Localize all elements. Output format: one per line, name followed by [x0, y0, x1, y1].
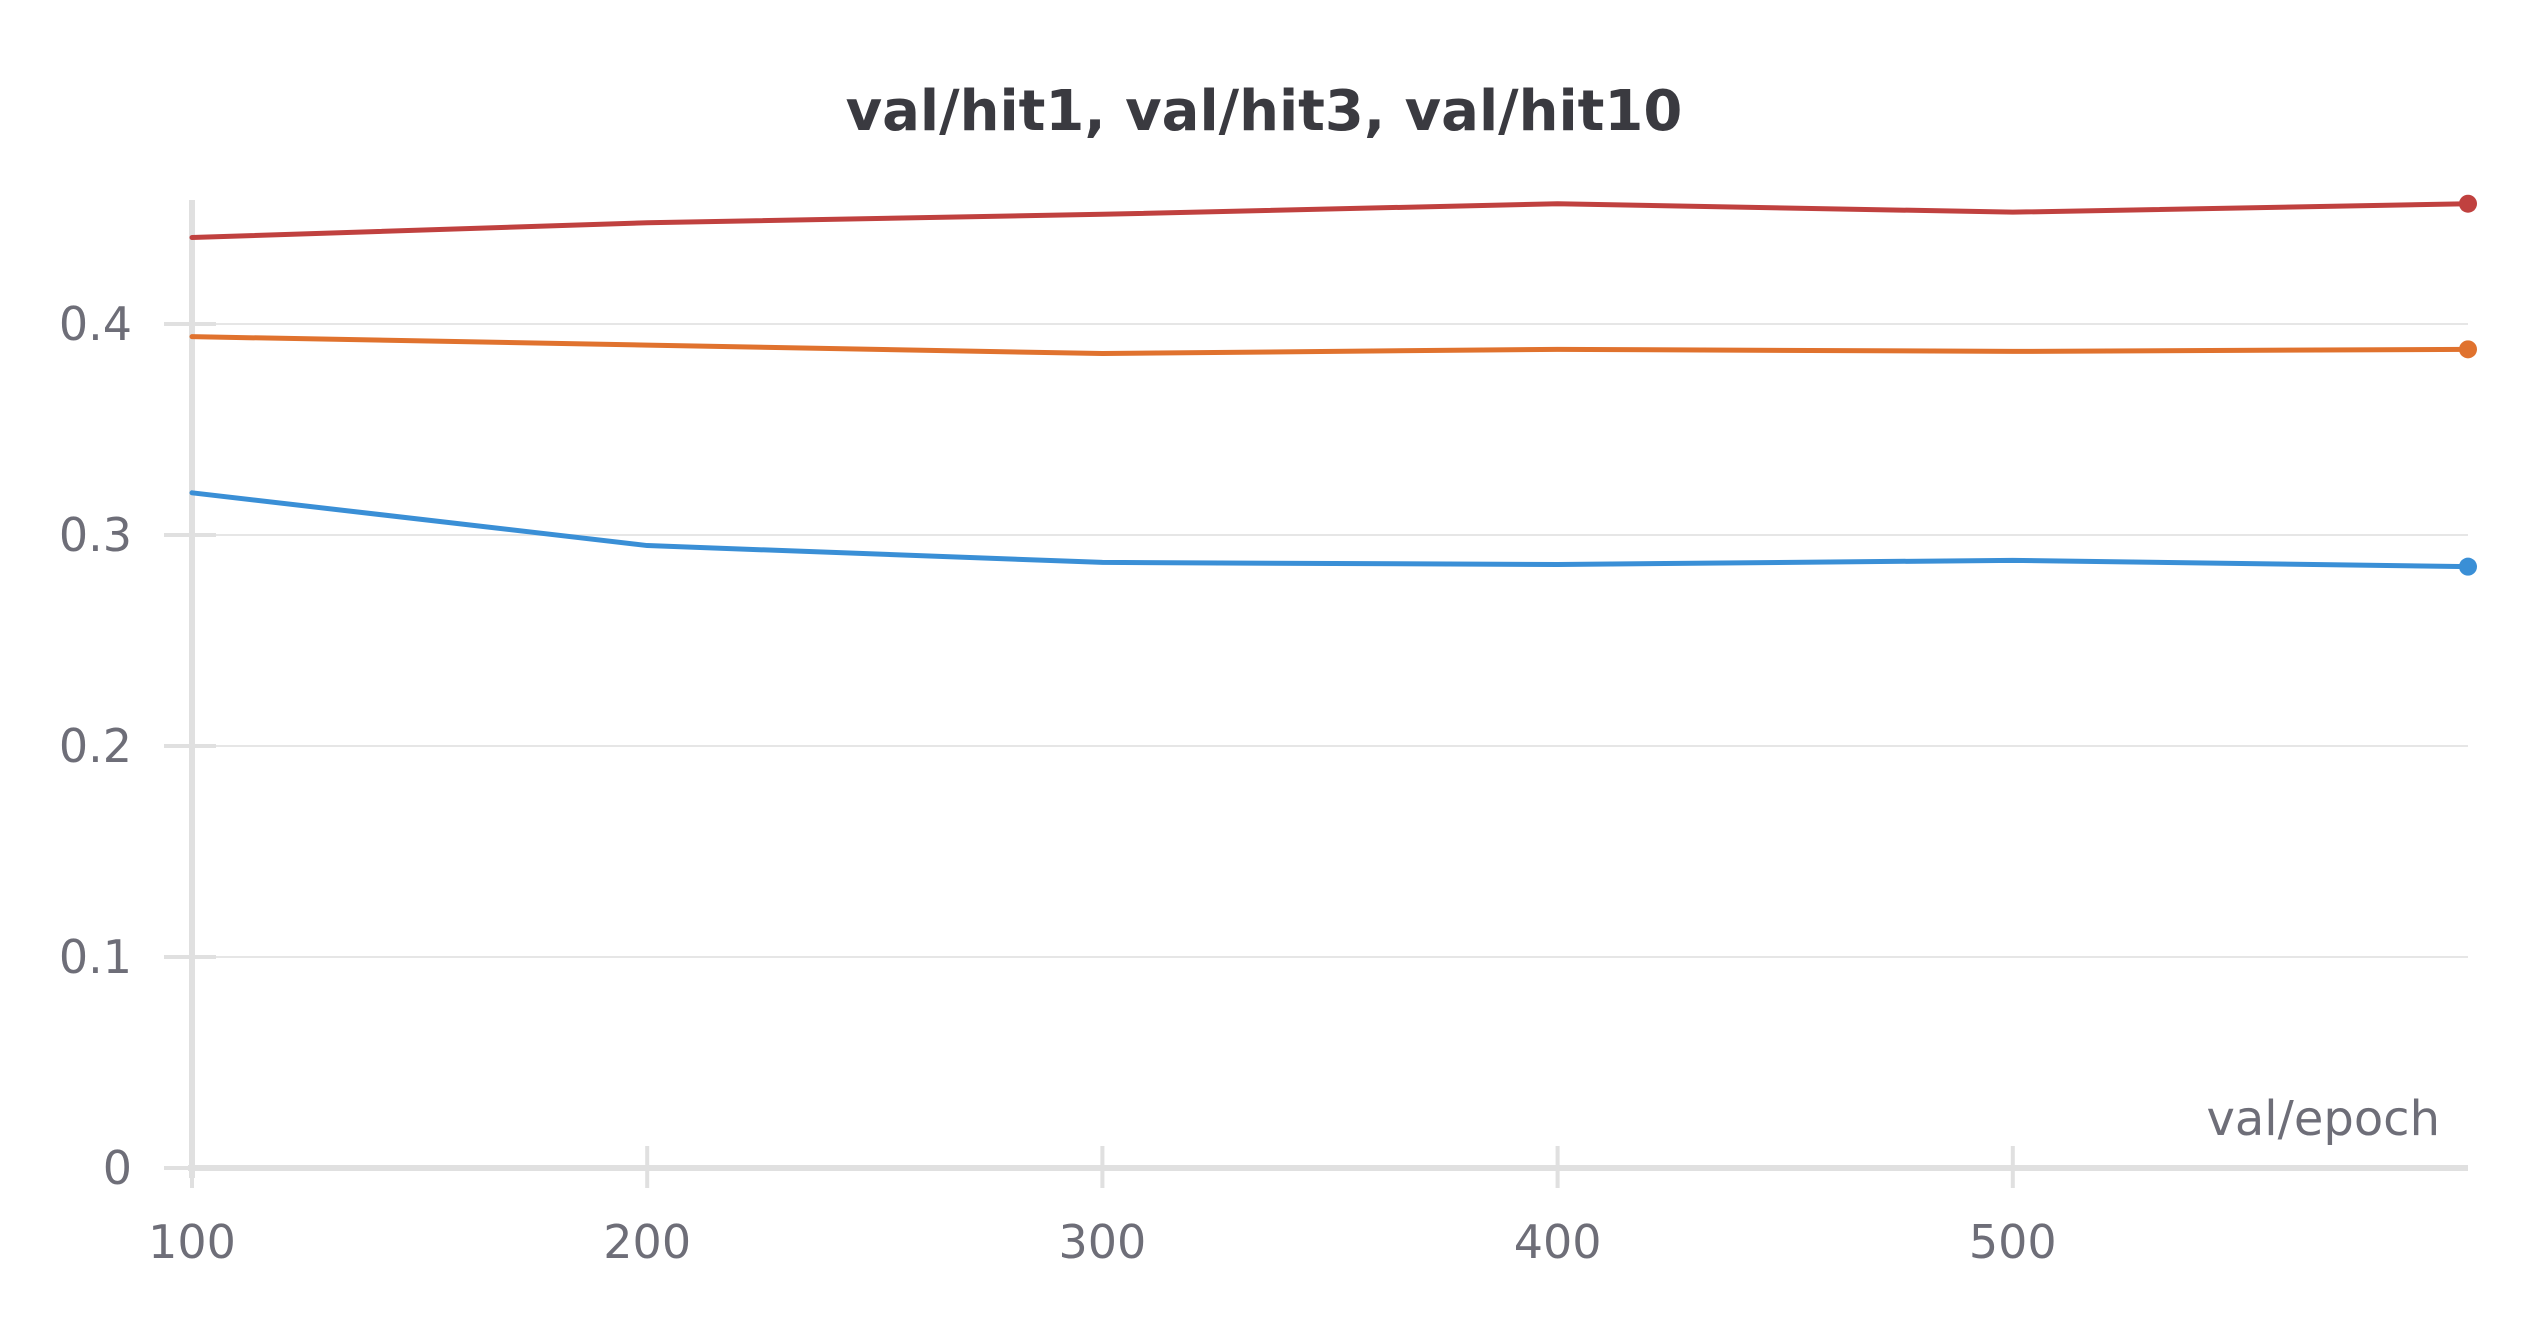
x-tick-label: 300 — [1058, 1215, 1146, 1269]
x-axis-title: val/epoch — [2206, 1091, 2440, 1147]
x-tick-label: 200 — [603, 1215, 691, 1269]
y-tick-label: 0.3 — [59, 508, 132, 562]
y-tick-label: 0 — [103, 1141, 132, 1195]
series-group — [189, 194, 2477, 576]
series-end-point-3 — [2459, 557, 2477, 576]
grid — [192, 323, 2468, 958]
x-tick-label: 100 — [148, 1215, 236, 1269]
series-line-2 — [189, 334, 2471, 357]
y-tick-label: 0.2 — [59, 719, 132, 773]
series-end-point-1 — [2459, 194, 2477, 213]
chart-title: val/hit1, val/hit3, val/hit10 — [846, 79, 1683, 144]
series-line-1 — [189, 201, 2471, 240]
ticks: 0 0.1 0.2 0.3 0.4 100 200 300 400 500 — [59, 297, 2057, 1269]
axes — [188, 200, 2468, 1178]
y-tick-label: 0.1 — [59, 930, 132, 984]
x-tick-label: 500 — [1969, 1215, 2057, 1269]
x-tick-label: 400 — [1514, 1215, 1602, 1269]
series-line-3 — [189, 490, 2471, 570]
series-end-point-2 — [2459, 340, 2477, 359]
y-tick-label: 0.4 — [59, 297, 132, 351]
